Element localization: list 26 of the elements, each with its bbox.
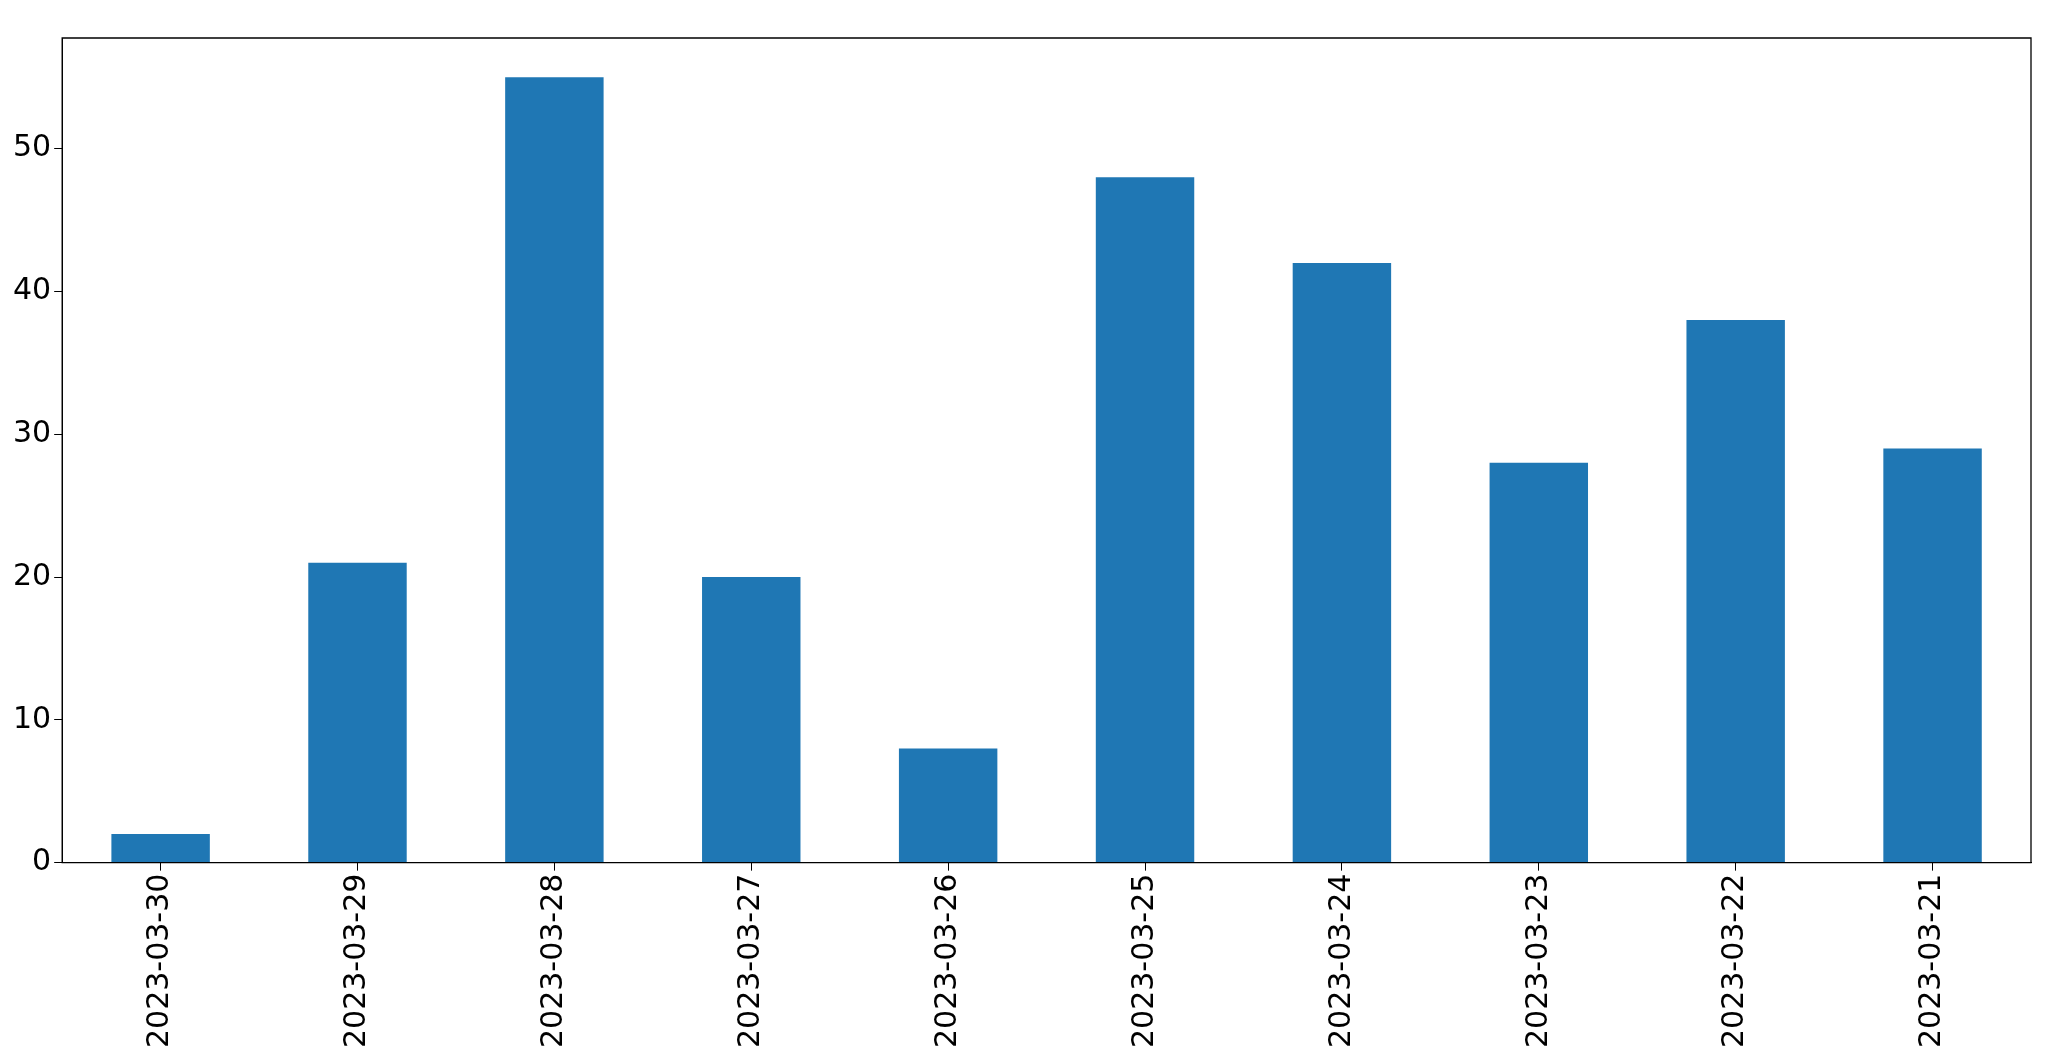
- y-tick-label: 20: [12, 556, 52, 592]
- x-tick-label: 2023-03-28: [534, 873, 570, 1049]
- x-tick-label: 2023-03-24: [1321, 873, 1357, 1049]
- bar: [1489, 462, 1589, 863]
- bar: [111, 834, 210, 863]
- x-tick-label: 2023-03-30: [140, 873, 176, 1049]
- bar: [898, 748, 998, 863]
- bar: [1095, 177, 1195, 863]
- bar: [505, 77, 604, 863]
- x-tick-label: 2023-03-23: [1518, 873, 1554, 1049]
- x-tick-label: 2023-03-29: [337, 873, 373, 1049]
- y-tick-label: 50: [12, 128, 52, 164]
- y-tick-label: 40: [12, 271, 52, 307]
- y-tick-label: 0: [32, 842, 52, 878]
- x-tick-label: 2023-03-22: [1715, 873, 1751, 1049]
- bar: [702, 577, 801, 863]
- y-tick-label: 10: [12, 699, 52, 735]
- x-tick-label: 2023-03-25: [1124, 873, 1160, 1049]
- x-tick-label: 2023-03-27: [731, 873, 767, 1049]
- y-tick-label: 30: [12, 414, 52, 450]
- bar: [1883, 448, 1982, 863]
- x-tick-label: 2023-03-26: [927, 873, 963, 1049]
- x-tick-label: 2023-03-21: [1912, 873, 1948, 1049]
- bar: [1686, 320, 1785, 863]
- bar: [308, 562, 407, 863]
- bar: [1292, 262, 1392, 863]
